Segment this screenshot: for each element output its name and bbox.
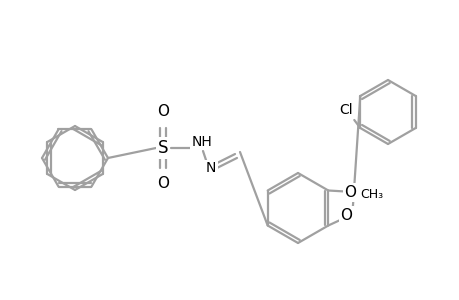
Text: O: O bbox=[340, 208, 352, 223]
Text: O: O bbox=[157, 104, 168, 119]
Text: O: O bbox=[157, 176, 168, 191]
Text: CH₃: CH₃ bbox=[360, 188, 383, 201]
Text: NH: NH bbox=[191, 135, 212, 149]
Text: O: O bbox=[344, 185, 356, 200]
Text: S: S bbox=[157, 139, 168, 157]
Text: N: N bbox=[205, 161, 216, 175]
Text: Cl: Cl bbox=[339, 103, 353, 117]
